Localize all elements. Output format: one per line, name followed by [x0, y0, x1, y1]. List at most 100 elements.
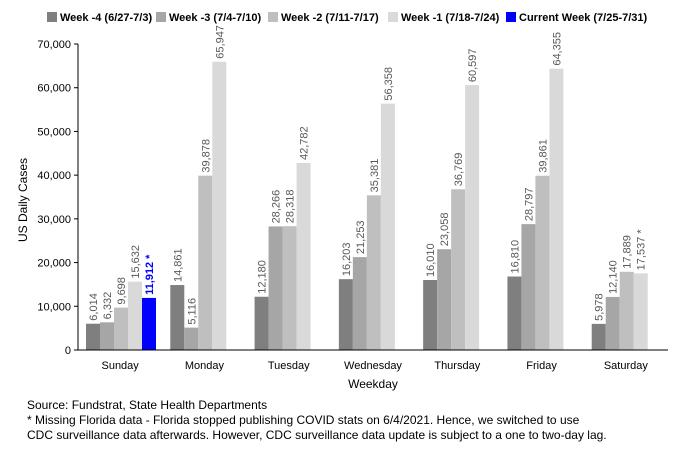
notes: Source: Fundstrat, State Health Departme… — [27, 398, 677, 443]
value-label-sunday-series-2: 6,332 — [102, 292, 114, 320]
value-label-saturday-series-1: 5,978 — [594, 293, 606, 321]
value-label-tuesday-series-4: 42,782 — [299, 126, 311, 160]
value-label-thursday-series-2: 23,058 — [439, 213, 451, 247]
x-tick-label-friday: Friday — [526, 360, 557, 372]
value-label-friday-series-1: 16,810 — [509, 240, 521, 274]
legend-label: Week -3 (7/4-7/10) — [169, 12, 261, 24]
bar-tuesday-series-2 — [268, 226, 283, 350]
y-tick-label: 60,000 — [37, 83, 71, 95]
value-label-tuesday-series-3: 28,318 — [285, 190, 297, 224]
legend-item-3: Week -2 (7/11-7/17) — [268, 12, 379, 24]
bar-wednesday-series-4 — [380, 103, 395, 350]
footnote-line-1: * Missing Florida data - Florida stopped… — [27, 413, 580, 427]
bar-sunday-series-2 — [100, 322, 114, 350]
bar-tuesday-series-4 — [296, 162, 311, 350]
value-label-sunday-series-4: 15,632 — [130, 245, 142, 279]
value-label-sunday-series-5: 11,912 * — [144, 254, 156, 295]
bars — [86, 61, 648, 351]
value-label-friday-series-4: 64,355 — [551, 32, 563, 66]
source-note: Source: Fundstrat, State Health Departme… — [27, 398, 268, 412]
value-label-wednesday-series-4: 56,358 — [383, 67, 395, 101]
bar-tuesday-series-1 — [254, 296, 269, 350]
x-tick-label-sunday: Sunday — [101, 360, 139, 372]
bar-monday-series-4 — [212, 61, 227, 350]
legend-swatch — [388, 12, 398, 22]
y-tick-label: 20,000 — [37, 258, 71, 270]
y-tick-label: 40,000 — [37, 170, 71, 182]
value-label-thursday-series-3: 36,769 — [453, 153, 465, 187]
bar-wednesday-series-1 — [338, 279, 353, 350]
legend-item-2: Week -3 (7/4-7/10) — [156, 12, 261, 24]
legend-label: Week -2 (7/11-7/17) — [281, 12, 379, 24]
x-tick-label-wednesday: Wednesday — [344, 360, 402, 372]
cases-bar-chart: Week -4 (6/27-7/3) Week -3 (7/4-7/10) Week… — [16, 12, 668, 391]
legend-item-1: Week -4 (6/27-7/3) — [47, 12, 152, 24]
bar-friday-series-2 — [521, 224, 536, 350]
y-tick-label: 50,000 — [37, 126, 71, 138]
x-tick-label-tuesday: Tuesday — [268, 360, 310, 372]
legend: Week -4 (6/27-7/3) Week -3 (7/4-7/10) Week… — [47, 12, 648, 24]
value-label-tuesday-series-1: 12,180 — [257, 260, 269, 294]
bar-thursday-series-4 — [465, 85, 480, 350]
legend-item-5: Current Week (7/25-7/31) — [506, 12, 648, 24]
value-label-wednesday-series-1: 16,203 — [341, 243, 353, 277]
value-label-friday-series-3: 39,861 — [537, 139, 549, 173]
x-tick-label-monday: Monday — [185, 360, 225, 372]
value-label-monday-series-4: 65,947 — [214, 25, 226, 59]
bar-monday-series-1 — [170, 285, 185, 350]
y-axis-title: US Daily Cases — [16, 158, 30, 242]
value-label-saturday-series-4: 17,537 * — [636, 229, 648, 271]
bar-sunday-series-5 — [142, 297, 156, 350]
value-label-wednesday-series-3: 35,381 — [369, 159, 381, 193]
legend-item-4: Week -1 (7/18-7/24) — [388, 12, 500, 24]
legend-swatch — [47, 12, 57, 22]
footnote-line-2: CDC surveillance data afterwards. Howeve… — [27, 428, 607, 442]
bar-saturday-series-1 — [591, 323, 606, 350]
bar-saturday-series-3 — [619, 271, 634, 350]
y-tick-label: 30,000 — [37, 214, 71, 226]
bar-friday-series-3 — [535, 175, 550, 350]
value-label-saturday-series-2: 12,140 — [608, 260, 620, 294]
bar-wednesday-series-2 — [352, 257, 367, 350]
legend-label: Week -1 (7/18-7/24) — [401, 12, 500, 24]
bar-thursday-series-1 — [423, 280, 438, 350]
bar-wednesday-series-3 — [366, 195, 381, 350]
value-label-saturday-series-3: 17,889 — [622, 235, 634, 269]
bar-sunday-series-1 — [86, 323, 100, 350]
bar-sunday-series-4 — [128, 281, 142, 350]
value-label-monday-series-1: 14,861 — [172, 248, 184, 282]
legend-label: Week -4 (6/27-7/3) — [60, 12, 152, 24]
value-label-monday-series-2: 5,116 — [186, 298, 198, 325]
legend-swatch — [268, 12, 278, 22]
value-label-sunday-series-3: 9,698 — [116, 277, 128, 305]
bar-monday-series-2 — [184, 327, 199, 350]
y-tick-label: 70,000 — [37, 39, 71, 51]
bar-monday-series-3 — [198, 175, 213, 350]
y-tick-label: 10,000 — [37, 301, 71, 313]
bar-tuesday-series-3 — [282, 226, 297, 350]
bar-thursday-series-3 — [451, 189, 466, 350]
value-label-friday-series-2: 28,797 — [523, 187, 535, 221]
value-label-tuesday-series-2: 28,266 — [271, 190, 283, 224]
bar-saturday-series-2 — [605, 296, 620, 350]
legend-swatch — [156, 12, 166, 22]
value-label-thursday-series-1: 16,010 — [425, 243, 437, 277]
value-label-sunday-series-1: 6,014 — [88, 293, 100, 321]
bar-friday-series-4 — [549, 68, 564, 351]
bar-thursday-series-2 — [437, 249, 452, 350]
bar-sunday-series-3 — [114, 307, 128, 350]
y-tick-label: 0 — [65, 345, 71, 357]
x-tick-label-saturday: Saturday — [604, 360, 649, 372]
x-tick-label-thursday: Thursday — [434, 360, 480, 372]
x-axis: Sunday Monday Tuesday Wednesday Thursday Frid… — [78, 349, 668, 372]
x-axis-title: Weekday — [348, 377, 398, 391]
legend-label: Current Week (7/25-7/31) — [519, 12, 648, 24]
legend-swatch — [506, 12, 516, 22]
bar-saturday-series-4 — [633, 273, 648, 350]
value-label-thursday-series-4: 60,597 — [467, 48, 479, 82]
value-label-wednesday-series-2: 21,253 — [355, 220, 367, 254]
bar-friday-series-1 — [507, 276, 522, 350]
value-label-monday-series-3: 39,878 — [200, 139, 212, 173]
y-axis: 0 10,000 20,000 30,000 40,000 50,000 60,000 70,… — [37, 39, 79, 357]
